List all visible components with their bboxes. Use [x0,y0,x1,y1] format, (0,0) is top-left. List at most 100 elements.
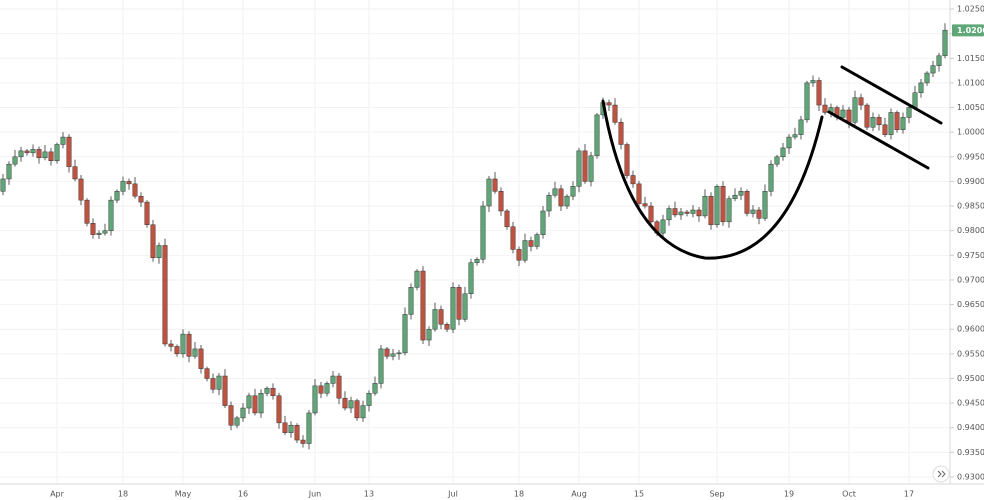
x-tick-label: 13 [364,490,374,499]
last-price-box [952,24,984,37]
candle-body [372,383,378,394]
y-tick-label: 1.01000 [957,78,984,87]
x-tick-label: Sep [709,490,724,499]
candle-body [810,80,816,84]
candle-body [858,97,864,106]
candle-body [594,114,600,157]
candle-body [432,309,438,330]
candle-body [498,191,504,212]
candle-body [798,119,804,135]
candle-body [666,208,672,221]
candle-body [840,109,846,118]
candle-body [900,117,906,130]
candle-body [66,136,72,167]
x-tick-label: Jul [447,490,458,499]
candle-body [288,425,294,433]
candle-body [240,407,246,419]
candle-body [48,151,54,161]
candle-body [186,333,192,357]
candle-body [474,259,480,263]
candle-body [678,211,684,216]
y-tick-label: 0.99500 [957,152,984,161]
candle-body [216,375,222,390]
candle-body [756,209,762,219]
candle-body [504,210,510,227]
candle-body [354,400,360,419]
candle-body [30,149,36,154]
grid [0,0,950,484]
channel-upper [840,65,943,125]
candle-body [720,186,726,223]
candle-body [234,417,240,426]
candle-body [750,209,756,214]
candle-body [402,314,408,354]
candle-body [726,198,732,223]
candle-body [480,205,486,260]
x-tick-label: 17 [904,490,914,499]
candle-body [360,405,366,419]
candle-body [54,144,60,161]
candle-body [108,199,114,231]
candle-body [582,150,588,182]
candle-body [576,150,582,187]
channel-lower [827,110,930,170]
candle-body [408,287,414,315]
candle-body [72,166,78,180]
candle-body [738,191,744,196]
x-tick-label: 19 [784,490,794,499]
candle-body [114,191,120,201]
candle-body [618,122,624,145]
candle-body [312,385,318,414]
candles [0,23,948,450]
candle-body [306,412,312,444]
candle-body [60,136,66,145]
candle-body [822,104,828,113]
candle-body [390,353,396,357]
candle-body [318,385,324,394]
candle-body [102,230,108,234]
x-tick-label: May [175,490,192,499]
candle-body [786,136,792,149]
candle-body [342,397,348,409]
candle-body [516,249,522,261]
candle-body [636,183,642,204]
candle-body [120,181,126,192]
x-tick-label: 18 [118,490,128,499]
candle-body [282,422,288,433]
candle-body [714,186,720,226]
candle-body [930,65,936,74]
candle-body [180,333,186,355]
candle-body [246,395,252,409]
candle-body [330,375,336,384]
candle-body [540,210,546,235]
candle-body [762,191,768,219]
candle-body [852,97,858,123]
candle-body [642,203,648,207]
candle-body [420,270,426,341]
candle-body [870,117,876,128]
candle-body [156,245,162,259]
candle-body [252,395,258,414]
candle-body [774,156,780,165]
candle-body [36,149,42,159]
candle-body [276,395,282,424]
candle-body [126,181,132,185]
candle-body [486,178,492,207]
candle-body [894,112,900,130]
candle-body [612,104,618,123]
candle-body [384,348,390,357]
candle-body [96,232,102,235]
candle-body [570,186,576,197]
candle-body [528,240,534,247]
candle-body [606,102,612,106]
candle-body [300,439,306,444]
candle-body [0,178,6,192]
candle-body [744,191,750,214]
candle-body [90,223,96,235]
candle-body [336,375,342,399]
